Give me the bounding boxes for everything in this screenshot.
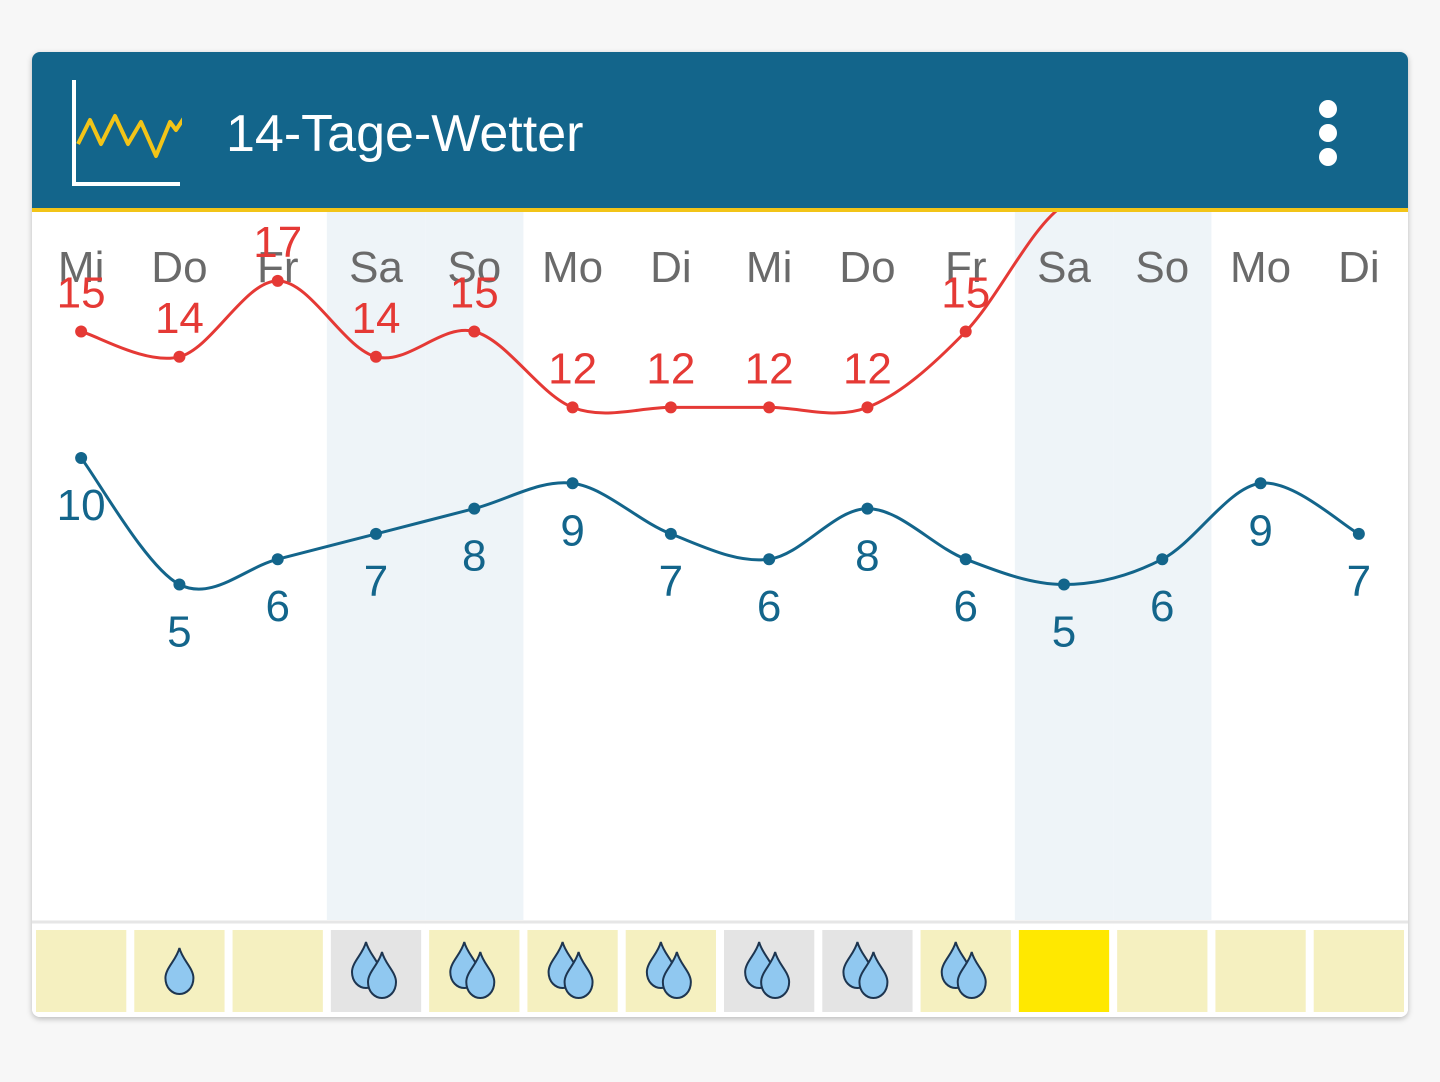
precip-cell [429,930,520,1012]
data-label-high: 14 [352,294,401,343]
data-point-low [173,578,186,591]
data-point-high [271,274,284,287]
precip-cell [330,930,422,1012]
precip-cell-bg [36,930,127,1012]
precip-strip [36,930,1404,1012]
day-label: Mi [58,243,104,292]
raindrop-icon [760,951,791,1000]
data-point-low [1058,578,1070,591]
precip-cell [36,930,127,1012]
precip-cell [232,930,323,1012]
data-point-low [664,527,677,540]
data-point-low [75,452,88,464]
data-label-high: 12 [745,344,794,393]
data-point-high [566,401,579,414]
data-label-low: 6 [953,582,977,631]
data-label-low: 8 [855,532,879,581]
data-point-high [763,401,776,414]
data-label-low: 7 [364,557,388,606]
data-label-high: 15 [941,269,990,318]
data-point-high [173,350,186,363]
data-label-low: 7 [1347,557,1371,606]
data-label-low: 6 [1150,582,1174,631]
precip-cell-bg [1018,930,1110,1012]
precip-cell [625,930,716,1012]
precip-cell [1313,930,1404,1012]
data-label-low: 5 [1052,608,1076,657]
raindrop-icon [465,951,496,1000]
data-point-high [664,401,677,414]
day-label: Sa [1037,243,1091,292]
data-label-high: 15 [57,269,106,318]
precip-cell [822,930,913,1012]
precip-cell [1117,930,1208,1012]
precip-cell [527,930,618,1012]
data-label-low: 5 [167,608,191,657]
day-label: Mi [746,243,792,292]
data-label-high: 17 [253,218,302,267]
raindrop-icon [164,947,195,996]
more-vert-icon[interactable] [1308,96,1348,172]
data-point-low [271,553,284,566]
data-label-low: 10 [57,481,106,530]
raindrop-icon [956,951,987,1000]
page-title: 14-Tage-Wetter [226,105,584,163]
data-point-high [370,350,382,363]
day-label: Di [650,243,692,292]
precip-cell [724,930,815,1012]
data-point-low [1254,477,1267,490]
day-label: Fr [945,243,987,292]
data-label-low: 8 [462,532,486,581]
precip-cell-bg [1117,930,1208,1012]
precip-cell-bg [1215,930,1306,1012]
day-label: Do [151,243,207,292]
data-label-low: 9 [560,506,584,555]
data-point-low [566,477,579,490]
data-point-low [763,553,776,566]
data-point-high [468,325,481,338]
precip-cell [1018,930,1110,1012]
data-point-high [75,325,88,338]
weekend-bands [326,208,1212,920]
precip-cell-bg [1313,930,1404,1012]
data-label-low: 7 [659,557,683,606]
day-label: Mo [542,243,603,292]
line-chart-icon [72,80,182,186]
data-label-high: 12 [843,344,892,393]
raindrop-icon [858,951,889,1000]
data-point-low [468,502,481,515]
day-label: So [1135,243,1189,292]
weekend-band [326,208,426,920]
precip-cell-bg [232,930,323,1012]
raindrop-icon [366,951,398,1000]
data-label-low: 9 [1248,506,1272,555]
precip-cell [920,930,1011,1012]
raindrop-icon [661,951,692,1000]
data-point-low [370,527,382,540]
day-label: So [447,243,501,292]
data-label-low: 6 [265,582,289,631]
data-label-low: 6 [757,582,781,631]
app-header: 14-Tage-Wetter [32,52,1408,212]
day-label: Mo [1230,243,1291,292]
data-label-high: 15 [450,269,499,318]
day-label: Do [839,243,895,292]
data-label-high: 12 [548,344,597,393]
data-label-high: 14 [155,294,204,343]
data-point-low [959,553,972,566]
precip-cell [134,930,225,1012]
data-point-high [959,325,972,338]
precip-cell [1215,930,1306,1012]
day-label: Sa [349,243,403,292]
data-label-high: 12 [646,344,695,393]
raindrop-icon [563,951,594,1000]
data-point-high [861,401,874,414]
weather-card: Mi Do Fr Sa So Mo Di Mi Do Fr Sa So Mo Di 15 14 17 14 15 1… [32,52,1408,1017]
day-labels: Mi Do Fr Sa So Mo Di Mi Do Fr Sa So Mo Di [58,243,1380,292]
data-point-low [1156,553,1169,566]
data-point-low [1352,527,1365,540]
day-label: Di [1338,243,1380,292]
weekend-band [1014,208,1114,920]
data-point-low [861,502,874,515]
